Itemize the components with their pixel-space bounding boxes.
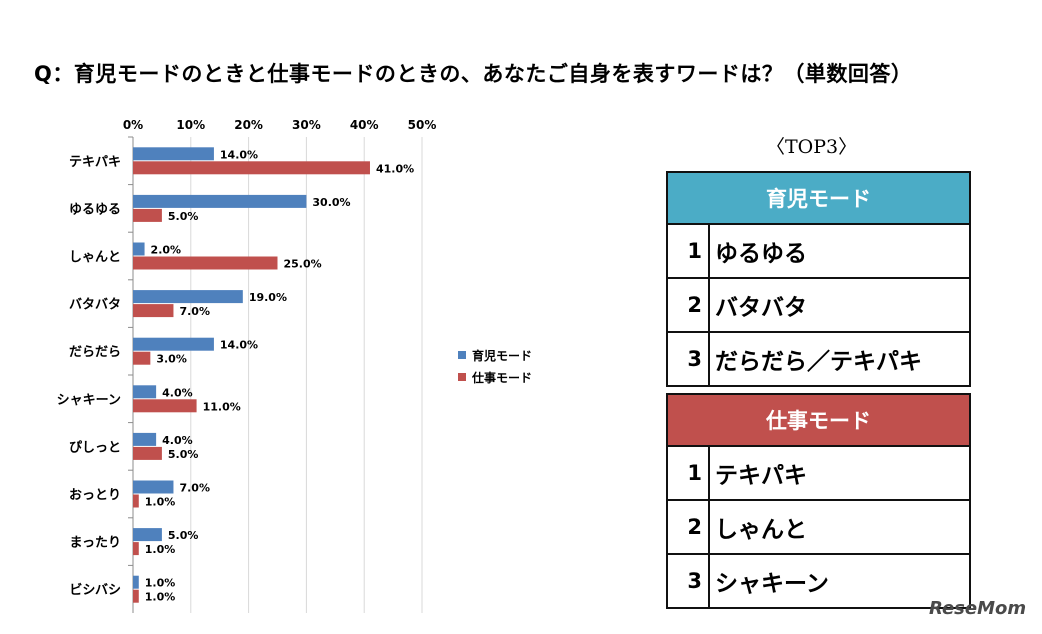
data-label-work: 1.0% (145, 591, 176, 604)
data-label-work: 41.0% (376, 162, 414, 175)
data-label-work: 11.0% (203, 400, 241, 413)
bar-work (133, 256, 278, 270)
work-mode-header: 仕事モード (668, 395, 969, 447)
legend-label-childcare: 育児モード (472, 348, 533, 363)
rank-word: ゆるゆる (715, 241, 807, 267)
data-label-work: 25.0% (284, 258, 322, 271)
rank-row: 1 ゆるゆる (668, 225, 969, 279)
rank-word: しゃんと (715, 517, 807, 543)
bar-childcare (133, 432, 157, 446)
rank-row: 2 バタバタ (668, 279, 969, 333)
rank-number: 3 (668, 555, 710, 607)
question-title: Q：育児モードのときと仕事モードのときの、あなたご自身を表すワードは？（単数回答… (34, 62, 913, 86)
x-tick-label: 20% (234, 118, 263, 132)
legend-item-work: 仕事モード (458, 366, 532, 388)
rank-number: 1 (668, 447, 710, 499)
legend-swatch-work (458, 373, 466, 381)
rank-row: 3 シャキーン (668, 555, 969, 607)
rank-row: 1 テキパキ (668, 447, 969, 501)
category-label: ゆるゆる (69, 202, 121, 217)
x-tick-label: 30% (292, 118, 321, 132)
rank-word: バタバタ (715, 295, 807, 321)
bar-childcare (133, 242, 145, 256)
bar-work (133, 351, 151, 365)
data-label-work: 7.0% (179, 305, 210, 318)
data-label-work: 5.0% (168, 448, 199, 461)
rank-number: 2 (668, 501, 710, 553)
bar-work (133, 446, 162, 460)
rank-word: だらだら／テキパキ (715, 349, 922, 375)
bar-work (133, 208, 162, 222)
top3-title: 〈TOP3〉 (766, 136, 858, 158)
rank-number: 2 (668, 279, 710, 331)
rank-word: テキパキ (715, 463, 807, 489)
bar-chart: 0% 10% 20% 30% 40% 50% テキパキ 14.0% 41.0% ゆるゆる 30.0%… (57, 118, 437, 613)
category-label: バタバタ (69, 298, 121, 313)
data-label-childcare: 4.0% (162, 434, 193, 447)
x-tick-label: 0% (123, 118, 143, 132)
bar-childcare (133, 194, 307, 208)
legend-item-childcare: 育児モード (458, 344, 532, 366)
data-label-childcare: 14.0% (220, 148, 258, 161)
legend-label-work: 仕事モード (472, 370, 533, 385)
rank-row: 2 しゃんと (668, 501, 969, 555)
x-tick-label: 50% (408, 118, 437, 132)
data-label-childcare: 19.0% (249, 291, 287, 304)
rank-number: 3 (668, 333, 710, 385)
category-label: ぴしっと (69, 440, 121, 455)
rank-number: 1 (668, 225, 710, 277)
bar-work (133, 304, 174, 318)
resemom-logo: ReseMom (929, 598, 1027, 619)
data-label-work: 3.0% (156, 353, 187, 366)
bar-childcare (133, 575, 139, 589)
childcare-mode-table: 育児モード 1 ゆるゆる 2 バタバタ 3 だらだら／テキパキ (666, 171, 971, 387)
data-label-work: 1.0% (145, 543, 176, 556)
rank-word: シャキーン (715, 571, 829, 597)
category-label: おっとり (69, 488, 121, 503)
category-label: テキパキ (69, 155, 121, 170)
category-label: ビシバシ (69, 582, 121, 598)
data-label-childcare: 5.0% (168, 529, 199, 542)
data-label-childcare: 4.0% (162, 386, 193, 399)
childcare-mode-header: 育児モード (668, 173, 969, 225)
category-label: しゃんと (69, 250, 121, 265)
x-tick-label: 10% (176, 118, 205, 132)
bar-work (133, 589, 139, 603)
bar-childcare (133, 385, 157, 399)
bar-childcare (133, 480, 174, 494)
bar-childcare (133, 147, 214, 161)
category-label: だらだら (69, 345, 121, 360)
bar-work (133, 161, 370, 175)
legend-swatch-childcare (458, 351, 466, 359)
data-label-childcare: 30.0% (312, 196, 350, 209)
bar-work (133, 494, 139, 508)
work-mode-table: 仕事モード 1 テキパキ 2 しゃんと 3 シャキーン (666, 393, 971, 609)
data-label-childcare: 7.0% (179, 482, 210, 495)
category-label: シャキーン (57, 393, 121, 408)
bar-work (133, 399, 197, 413)
bar-childcare (133, 337, 214, 351)
bar-work (133, 542, 139, 556)
data-label-childcare: 2.0% (151, 244, 182, 257)
category-label: まったり (70, 536, 121, 551)
chart-legend: 育児モード 仕事モード (458, 344, 532, 388)
bar-childcare (133, 290, 243, 304)
rank-row: 3 だらだら／テキパキ (668, 333, 969, 385)
data-label-childcare: 1.0% (145, 577, 176, 590)
data-label-work: 5.0% (168, 210, 199, 223)
data-label-work: 1.0% (145, 496, 176, 509)
bar-childcare (133, 528, 162, 542)
x-tick-label: 40% (350, 118, 379, 132)
data-label-childcare: 14.0% (220, 339, 258, 352)
